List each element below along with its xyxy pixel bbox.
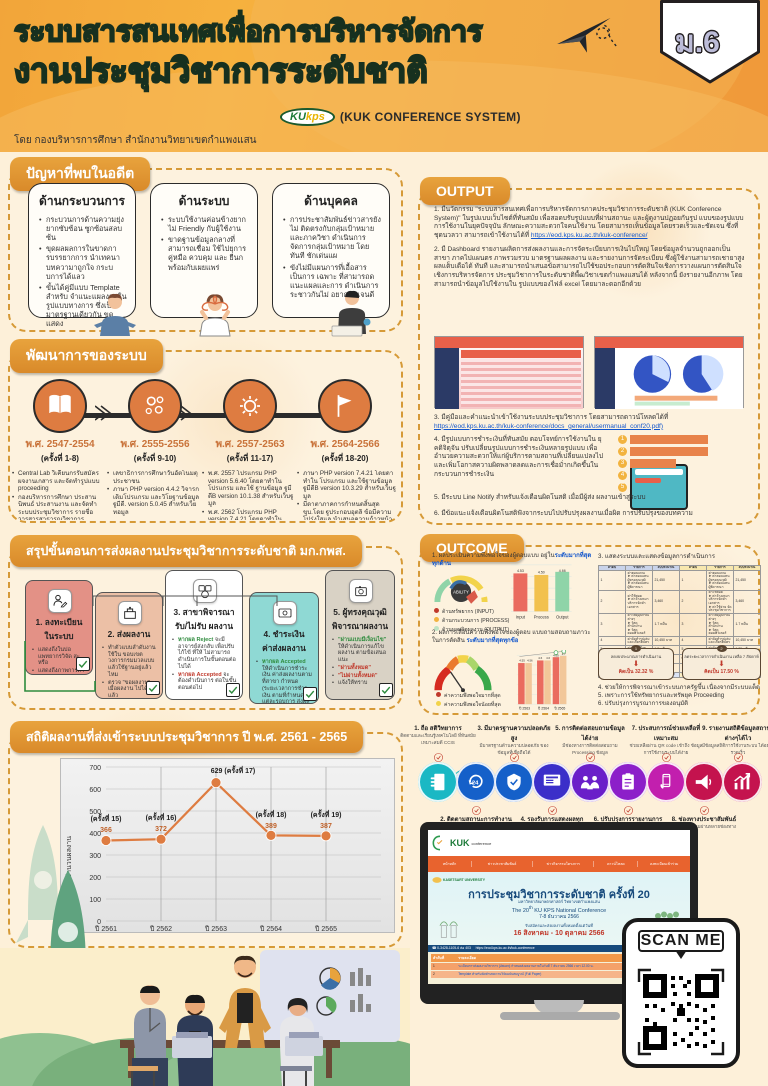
svg-text:4.56: 4.56 bbox=[527, 659, 533, 663]
svg-text:4.50: 4.50 bbox=[538, 570, 545, 574]
svg-text:Input: Input bbox=[516, 614, 526, 619]
svg-text:4.65: 4.65 bbox=[553, 654, 559, 658]
svg-text:ปี 2565: ปี 2565 bbox=[554, 705, 565, 710]
svg-text:ปี 2563: ปี 2563 bbox=[205, 925, 227, 933]
svg-text:4.55: 4.55 bbox=[519, 659, 525, 663]
svg-text:ปี 2564: ปี 2564 bbox=[260, 925, 282, 933]
svg-text:387: 387 bbox=[320, 823, 332, 830]
svg-text:300: 300 bbox=[89, 853, 101, 860]
svg-text:629 (ครั้งที่ 17): 629 (ครั้งที่ 17) bbox=[211, 764, 256, 775]
svg-text:ปี 2563: ปี 2563 bbox=[519, 705, 530, 710]
svg-text:4.53: 4.53 bbox=[517, 569, 524, 573]
svg-text:4.7: 4.7 bbox=[562, 652, 566, 656]
svg-text:600: 600 bbox=[89, 787, 101, 794]
svg-text:ปี 2564: ปี 2564 bbox=[538, 705, 549, 710]
svg-text:366: 366 bbox=[100, 827, 112, 834]
svg-text:389: 389 bbox=[265, 823, 277, 830]
svg-text:500: 500 bbox=[89, 809, 101, 816]
svg-text:700: 700 bbox=[89, 765, 101, 772]
svg-text:Output: Output bbox=[556, 614, 569, 619]
svg-text:372: 372 bbox=[155, 826, 167, 833]
svg-text:ปี 2562: ปี 2562 bbox=[150, 925, 172, 933]
svg-text:ABILITY: ABILITY bbox=[453, 590, 469, 595]
svg-text:24: 24 bbox=[472, 781, 479, 787]
svg-text:4.6: 4.6 bbox=[538, 656, 542, 660]
svg-text:Process: Process bbox=[534, 614, 549, 619]
svg-text:ปี 2565: ปี 2565 bbox=[315, 925, 337, 933]
svg-text:4.6: 4.6 bbox=[546, 656, 550, 660]
